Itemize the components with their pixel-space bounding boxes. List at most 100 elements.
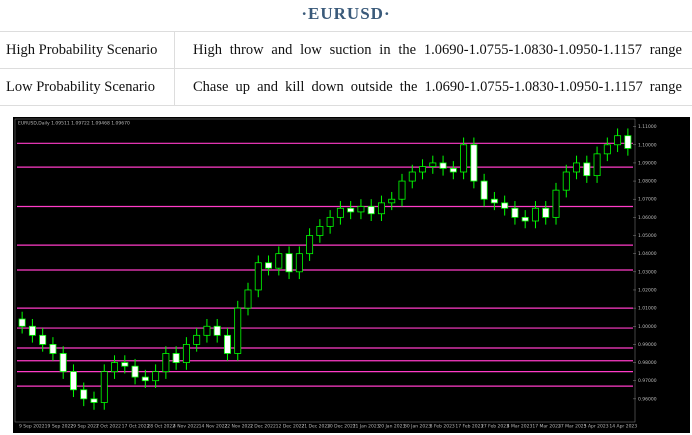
y-tick-label: 1.08000 — [638, 179, 657, 185]
candle-body — [449, 167, 457, 173]
x-tick-label: 19 Sep 2022 — [45, 424, 74, 430]
y-tick-label: 1.01000 — [638, 306, 657, 312]
x-tick-label: 28 Oct 2022 — [147, 424, 175, 430]
candle-body — [285, 253, 293, 273]
chart: EURUSD,Daily 1.09511 1.09722 1.09468 1.0… — [13, 117, 690, 433]
candle-body — [172, 353, 180, 363]
x-tick-label: 8 Feb 2023 — [430, 424, 455, 430]
candle-body — [131, 365, 139, 378]
y-tick-label: 1.06000 — [638, 215, 657, 221]
x-tick-label: 27 Mar 2023 — [558, 424, 587, 430]
plot-frame — [14, 118, 636, 423]
x-tick-label: 14 Apr 2023 — [609, 424, 637, 430]
x-tick-label: 27 Feb 2023 — [481, 424, 509, 430]
candle-body — [511, 207, 519, 218]
x-tick-label: 20 Jan 2023 — [378, 424, 405, 430]
title: ·EURUSD· — [301, 4, 391, 23]
candle-body — [521, 216, 529, 222]
x-tick-label: 4 Nov 2022 — [173, 424, 199, 430]
candle-body — [347, 207, 355, 213]
candle-body — [59, 353, 67, 373]
candle-body — [562, 171, 570, 191]
candle-body — [326, 216, 334, 227]
candle-body — [490, 198, 498, 204]
candle-body — [223, 334, 231, 354]
y-tick-label: 1.10000 — [638, 142, 657, 148]
candle-body — [203, 325, 211, 336]
candle-body — [367, 206, 375, 215]
x-tick-label: 30 Jan 2023 — [404, 424, 431, 430]
candle-body — [193, 334, 201, 345]
candle-body — [357, 206, 365, 213]
candle-body — [295, 253, 303, 273]
x-tick-label: 29 Sep 2022 — [70, 424, 99, 430]
cell: Low Probability Scenario — [0, 68, 175, 106]
candle-body — [265, 262, 273, 269]
x-tick-label: 22 Nov 2022 — [224, 424, 253, 430]
candle-body — [603, 144, 611, 155]
candle-body — [80, 389, 88, 400]
candle-body — [100, 371, 108, 403]
candle-body — [408, 171, 416, 182]
y-tick-label: 1.00000 — [638, 324, 657, 330]
y-tick-label: 0.99000 — [638, 342, 657, 348]
candle-body — [39, 334, 47, 345]
cell: Chase up and kill down outside the 1.069… — [174, 68, 692, 106]
y-tick-label: 0.96000 — [638, 396, 657, 402]
y-tick-label: 1.02000 — [638, 287, 657, 293]
candle-body — [470, 144, 478, 182]
candle-body — [213, 325, 221, 336]
row: Low Probability Scenario Chase up and kil… — [0, 68, 692, 106]
x-tick-label: 14 Nov 2022 — [199, 424, 228, 430]
chart-subtitle: EURUSD,Daily 1.09511 1.09722 1.09468 1.0… — [18, 121, 130, 127]
candle-body — [111, 362, 119, 373]
candle-body — [121, 362, 129, 367]
candle-body — [614, 135, 622, 146]
y-tick-label: 1.05000 — [638, 233, 657, 239]
candle-body — [234, 307, 242, 354]
y-tick-label: 0.97000 — [638, 378, 657, 384]
x-tick-label: 21 Dec 2022 — [301, 424, 330, 430]
y-tick-label: 1.09000 — [638, 160, 657, 166]
candle-body — [439, 162, 447, 169]
y-tick-label: 1.03000 — [638, 269, 657, 275]
x-tick-label: 7 Oct 2022 — [96, 424, 121, 430]
candle-body — [624, 135, 632, 149]
candle-body — [69, 371, 77, 391]
x-tick-label: 11 Jan 2023 — [353, 424, 380, 430]
scenario-table: High Probability Scenario High throw and … — [0, 31, 692, 106]
candle-body — [275, 253, 283, 269]
candle-body — [552, 189, 560, 218]
x-tick-label: 8 Mar 2023 — [507, 424, 533, 430]
x-tick-label: 9 Sep 2022 — [19, 424, 45, 430]
candle-body — [49, 344, 57, 354]
cell: High throw and low suction in the 1.0690… — [174, 31, 692, 69]
candle-body — [460, 144, 468, 173]
candle-body — [18, 318, 26, 327]
candle-body — [162, 353, 170, 373]
candle-body — [573, 162, 581, 173]
candle-body — [429, 162, 437, 167]
candle-body — [316, 226, 324, 236]
candle-body — [28, 325, 36, 336]
x-tick-label: 17 Oct 2022 — [122, 424, 150, 430]
candle-body — [306, 235, 314, 255]
candle-body — [244, 289, 252, 309]
candle-body — [152, 371, 160, 382]
x-tick-label: 12 Dec 2022 — [276, 424, 305, 430]
candle-body — [542, 207, 550, 218]
row: High Probability Scenario High throw and … — [0, 31, 692, 69]
candle-body — [419, 166, 427, 173]
cell: High Probability Scenario — [0, 31, 175, 69]
candle-body — [388, 198, 396, 204]
x-tick-label: 5 Apr 2023 — [584, 424, 609, 430]
y-tick-label: 1.04000 — [638, 251, 657, 257]
y-tick-label: 1.07000 — [638, 197, 657, 203]
candle-body — [398, 180, 406, 200]
candle-body — [336, 207, 344, 218]
candle-body — [583, 162, 591, 177]
x-tick-label: 17 Feb 2023 — [455, 424, 483, 430]
x-tick-label: 17 Mar 2023 — [532, 424, 561, 430]
candle-body — [90, 398, 98, 403]
